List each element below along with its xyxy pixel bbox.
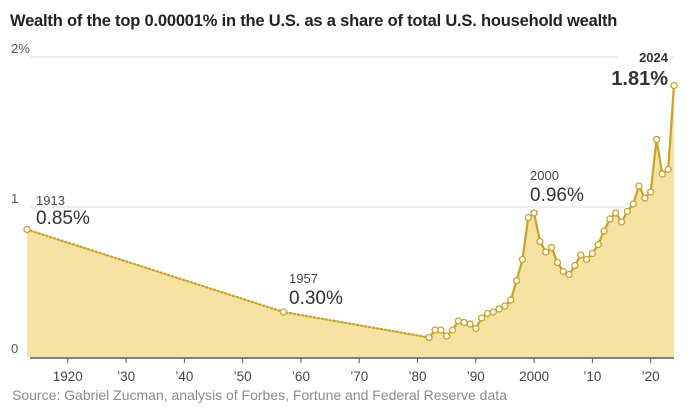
data-point (571, 261, 579, 270)
data-point (425, 333, 433, 342)
x-tick-label: ’30 (117, 369, 135, 384)
data-point (495, 305, 503, 313)
area-fill (27, 85, 674, 357)
annotation-year: 2024 (639, 50, 669, 65)
gridlines: 0 1 2% (11, 41, 674, 356)
data-point (547, 243, 556, 252)
data-point (507, 296, 515, 304)
data-point (629, 200, 637, 208)
data-point (582, 255, 591, 264)
data-point (477, 314, 486, 322)
data-point (448, 326, 457, 334)
data-points (23, 81, 678, 342)
data-point (472, 324, 480, 333)
annotation-value: 1.81% (611, 68, 668, 90)
data-point (658, 170, 666, 178)
data-point (23, 225, 31, 234)
x-tick-label: ’80 (409, 369, 427, 384)
data-point (594, 240, 602, 249)
data-point (489, 308, 497, 316)
data-point (565, 270, 573, 279)
data-point (501, 302, 509, 310)
data-point (431, 326, 439, 334)
data-point (641, 194, 649, 202)
data-point (612, 209, 620, 217)
data-point (652, 135, 661, 144)
annotation-year: 1913 (36, 193, 65, 208)
x-tick-label: ’50 (234, 369, 252, 384)
y-tick-label: 2% (11, 41, 30, 56)
source-note: Source: Gabriel Zucman, analysis of Forb… (12, 387, 507, 403)
annotation-value: 0.96% (530, 185, 584, 206)
x-tick-label: ’20 (642, 369, 660, 384)
data-point (623, 207, 632, 216)
annotation-year: 2000 (530, 168, 559, 183)
x-tick-label: ’60 (292, 369, 310, 384)
x-tick-label: ’70 (350, 369, 368, 384)
data-point (606, 215, 614, 223)
data-point (647, 188, 655, 196)
data-point (553, 258, 562, 267)
data-point (588, 249, 597, 258)
data-point (454, 317, 462, 325)
data-point (443, 332, 451, 340)
data-point (518, 255, 527, 264)
annotation-value: 0.30% (289, 288, 343, 309)
annotation-value: 0.85% (36, 208, 90, 229)
y-tick-label: 0 (11, 341, 18, 356)
data-point (460, 318, 468, 327)
data-point (600, 227, 608, 235)
x-tick-label: ’40 (175, 369, 193, 384)
x-tick-label: ’90 (467, 369, 485, 384)
x-tick-label: 1920 (53, 369, 83, 384)
annotation-year: 1957 (289, 271, 318, 286)
data-point (483, 309, 492, 318)
y-tick-label: 1 (11, 191, 18, 206)
data-point (536, 237, 544, 246)
data-point (512, 276, 521, 285)
x-axis: 1920 ’30 ’40 ’50 ’60 ’70 ’80 ’90 2000 ’10 ’20 (30, 357, 674, 384)
data-point (437, 326, 445, 334)
data-point (542, 248, 550, 256)
data-point (524, 213, 532, 222)
data-point (559, 267, 567, 276)
data-point (670, 81, 678, 90)
data-point (466, 320, 474, 328)
label-mask (618, 49, 670, 65)
data-point (279, 308, 288, 316)
data-point (530, 209, 538, 217)
data-point (617, 218, 626, 226)
x-tick-label: ’10 (583, 369, 601, 384)
data-point (635, 182, 643, 190)
x-tick-label: 2000 (519, 369, 549, 384)
data-point (577, 251, 585, 259)
data-point (664, 165, 672, 174)
area-path (27, 85, 674, 357)
chart-title: Wealth of the top 0.00001% in the U.S. a… (10, 12, 618, 30)
